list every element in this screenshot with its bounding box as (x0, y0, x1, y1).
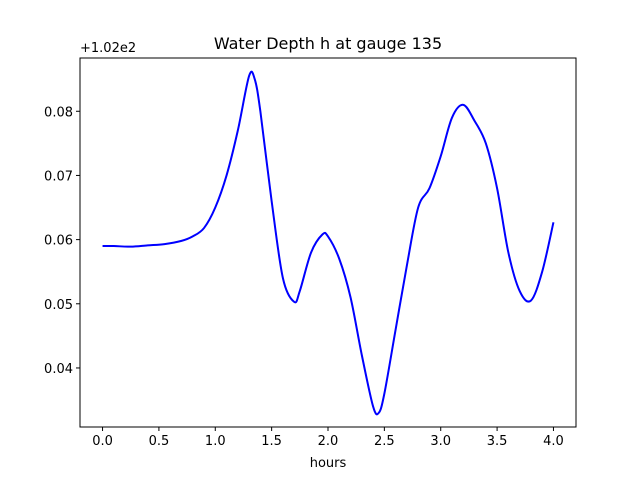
data-point (378, 412, 379, 413)
data-point (322, 234, 323, 235)
data-point (260, 111, 261, 112)
x-tick-label: 3.5 (487, 434, 508, 449)
data-point (542, 271, 543, 272)
data-point (406, 265, 407, 266)
y-tick-label: 0.08 (44, 105, 73, 120)
data-point (271, 201, 272, 202)
x-tick-label: 1.5 (261, 434, 282, 449)
data-point (299, 290, 300, 291)
data-point (384, 393, 385, 394)
data-point (226, 175, 227, 176)
data-point (440, 156, 441, 157)
data-point (192, 236, 193, 237)
plot-frame (79, 57, 577, 428)
data-point (339, 258, 340, 259)
data-point (147, 245, 148, 246)
y-tick-label: 0.06 (44, 234, 73, 249)
x-axis-label: hours (310, 456, 347, 471)
data-point (102, 246, 103, 247)
data-point (418, 207, 419, 208)
data-point (463, 104, 464, 105)
data-point (237, 130, 238, 131)
x-tick-label: 4.0 (543, 434, 564, 449)
data-point (452, 117, 453, 118)
data-point (395, 329, 396, 330)
y-tick-label: 0.05 (44, 298, 73, 313)
data-point (553, 222, 554, 223)
data-point (311, 252, 312, 253)
data-point (130, 246, 131, 247)
data-point (429, 188, 430, 189)
data-point (113, 246, 114, 247)
data-point (519, 290, 520, 291)
data-point (361, 355, 362, 356)
data-point (294, 301, 295, 302)
x-tick-label: 1.0 (205, 434, 226, 449)
series-layer (102, 70, 555, 416)
y-tick-label: 0.04 (44, 362, 73, 377)
y-tick-label: 0.07 (44, 169, 73, 184)
x-tick-label: 2.5 (374, 434, 395, 449)
data-point (497, 188, 498, 189)
x-tick-label: 3.0 (430, 434, 451, 449)
data-point (215, 207, 216, 208)
data-point (181, 240, 182, 241)
data-point (254, 79, 255, 80)
data-point (508, 252, 509, 253)
data-point (350, 297, 351, 298)
series-line-0 (102, 70, 555, 416)
data-point (474, 120, 475, 121)
chart-title: Water Depth h at gauge 135 (214, 34, 442, 53)
y-offset-label: +1.02e2 (80, 41, 136, 56)
data-point (530, 300, 531, 301)
data-point (249, 75, 250, 76)
data-point (164, 244, 165, 245)
ticks-layer: 0.0 0.5 1.0 1.5 2.0 2.5 3.0 3.5 4.0 0.04 0.05 0.06 0… (44, 105, 564, 449)
data-point (328, 236, 329, 237)
data-point (282, 278, 283, 279)
data-point (373, 406, 374, 407)
data-point (204, 228, 205, 229)
x-tick-label: 2.0 (318, 434, 339, 449)
data-point (485, 143, 486, 144)
x-tick-label: 0.5 (149, 434, 170, 449)
plot-area (80, 58, 576, 427)
x-tick-label: 0.0 (92, 434, 113, 449)
